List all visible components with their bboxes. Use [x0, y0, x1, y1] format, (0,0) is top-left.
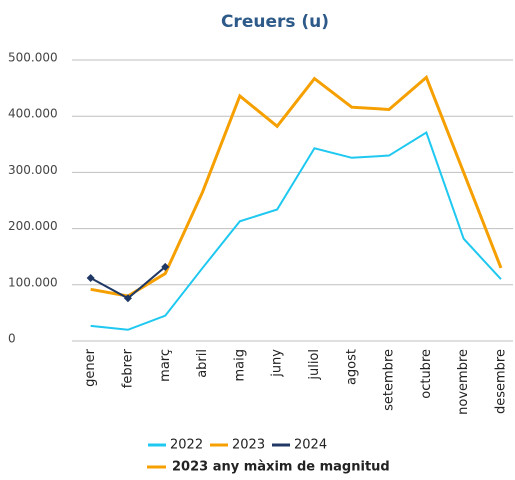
annotation: 2023 any màxim de magnitud: [172, 460, 390, 475]
series-line: [90, 130, 502, 331]
y-tick-label: 400.000: [8, 107, 58, 121]
y-tick-label: 300.000: [8, 163, 58, 177]
legend-label: 2023: [232, 438, 265, 453]
x-tick-label: desembre: [493, 349, 508, 414]
x-tick-label: juny: [270, 349, 285, 378]
legend-label: 2024: [294, 438, 327, 453]
point-marker: [123, 294, 132, 303]
x-tick-label: abril: [195, 349, 210, 378]
series-line: [90, 266, 166, 300]
x-tick-label: gener: [83, 348, 98, 386]
point-marker: [161, 262, 170, 271]
x-tick-label: novembre: [456, 349, 471, 415]
x-tick-label: febrer: [120, 348, 135, 388]
chart-title: Creuers (u): [221, 12, 329, 32]
x-tick-label: març: [158, 349, 173, 382]
x-tick-label: setembre: [382, 349, 397, 411]
legend-label: 2022: [170, 438, 203, 453]
y-tick-label: 0: [8, 332, 16, 346]
series-line: [90, 74, 503, 298]
x-tick-label: octubre: [419, 349, 434, 399]
y-tick-label: 200.000: [8, 219, 58, 233]
y-tick-label: 100.000: [8, 275, 58, 289]
x-tick-label: agost: [344, 349, 359, 385]
x-tick-label: maig: [232, 349, 247, 382]
x-tick-label: juliol: [307, 349, 322, 381]
y-tick-label: 500.000: [8, 51, 58, 65]
point-marker: [86, 274, 95, 283]
